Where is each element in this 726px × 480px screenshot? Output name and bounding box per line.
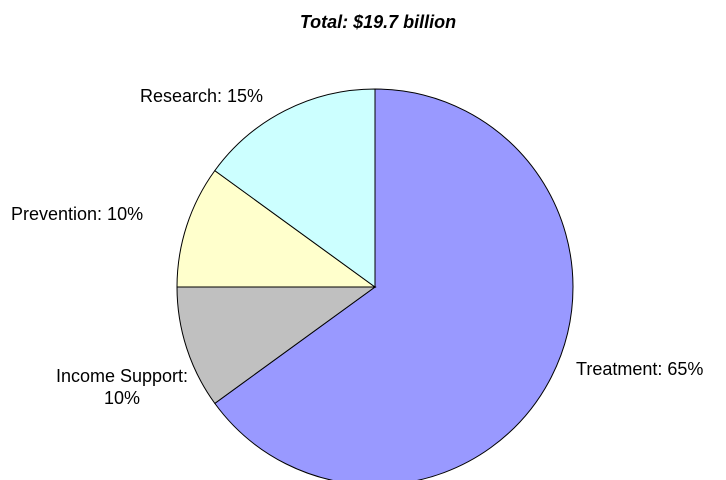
slice-label-research: Research: 15%	[140, 86, 263, 106]
chart-title: Total: $19.7 billion	[300, 12, 456, 32]
slice-label-income-support: Income Support: 10%	[56, 366, 188, 408]
pie-slice-treatment	[214, 88, 574, 480]
pie-labels: Treatment: 65% Income Support: 10% Preventi…	[11, 86, 703, 408]
pie-slices	[176, 88, 574, 480]
slice-label-prevention: Prevention: 10%	[11, 204, 143, 224]
pie-slice-prevention	[176, 169, 377, 288]
slice-label-treatment: Treatment: 65%	[576, 359, 703, 379]
pie-slice-research	[214, 88, 376, 288]
pie-slice-income-support	[176, 286, 377, 405]
